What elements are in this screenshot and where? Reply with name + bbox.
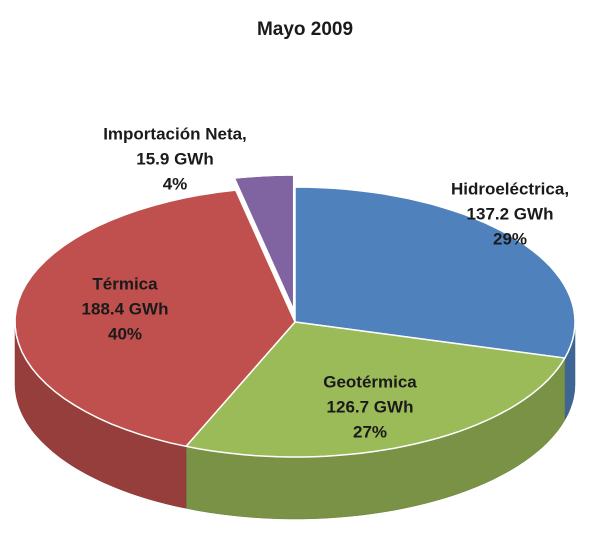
slice-label: Térmica — [92, 274, 158, 293]
percent-label: 40% — [108, 324, 142, 343]
pie-tops — [14, 174, 576, 458]
value-label: 15.9 GWh — [136, 149, 213, 168]
pie-slice — [184, 321, 567, 458]
slice-label: Importación Neta, — [103, 124, 247, 143]
value-label: 126.7 GWh — [327, 397, 414, 416]
slice-label: Geotérmica — [323, 372, 417, 391]
pie-slice — [232, 174, 295, 311]
percent-label: 27% — [353, 422, 387, 441]
percent-label: 4% — [163, 174, 188, 193]
pie-slice — [294, 186, 576, 359]
percent-label: 29% — [493, 229, 527, 248]
value-label: 188.4 GWh — [82, 299, 169, 318]
value-label: 137.2 GWh — [467, 204, 554, 223]
chart-title: Mayo 2009 — [257, 19, 353, 40]
slice-label: Hidroeléctrica, — [451, 179, 569, 198]
pie-slice — [14, 189, 296, 448]
